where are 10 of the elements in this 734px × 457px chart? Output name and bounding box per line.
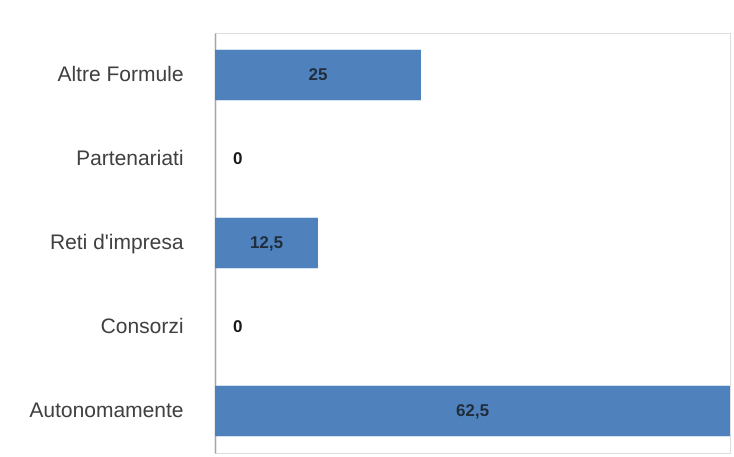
y-tick-label: Partenariati bbox=[76, 147, 184, 170]
data-label: 12,5 bbox=[250, 233, 284, 252]
data-label: 62,5 bbox=[456, 401, 490, 420]
y-tick-label: Reti d'impresa bbox=[50, 231, 184, 254]
y-tick-label: Consorzi bbox=[100, 315, 184, 338]
data-label: 25 bbox=[308, 65, 328, 84]
y-tick-label: Autonomamente bbox=[29, 399, 184, 422]
data-label: 0 bbox=[233, 317, 242, 336]
y-tick-label: Altre Formule bbox=[57, 63, 184, 86]
data-label: 0 bbox=[233, 149, 242, 168]
